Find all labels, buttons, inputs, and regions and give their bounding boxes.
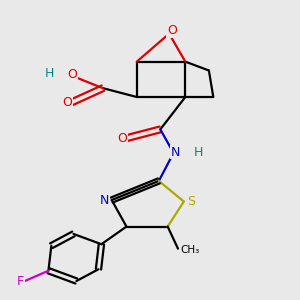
Text: S: S (187, 195, 195, 208)
Text: O: O (167, 24, 177, 37)
Text: H: H (194, 146, 203, 159)
Text: N: N (100, 194, 109, 207)
Text: CH₃: CH₃ (180, 245, 200, 255)
Text: N: N (170, 146, 180, 159)
Text: H: H (45, 67, 55, 80)
Text: O: O (117, 132, 127, 145)
Text: O: O (63, 96, 73, 110)
Text: O: O (67, 68, 77, 81)
Text: F: F (17, 274, 24, 287)
